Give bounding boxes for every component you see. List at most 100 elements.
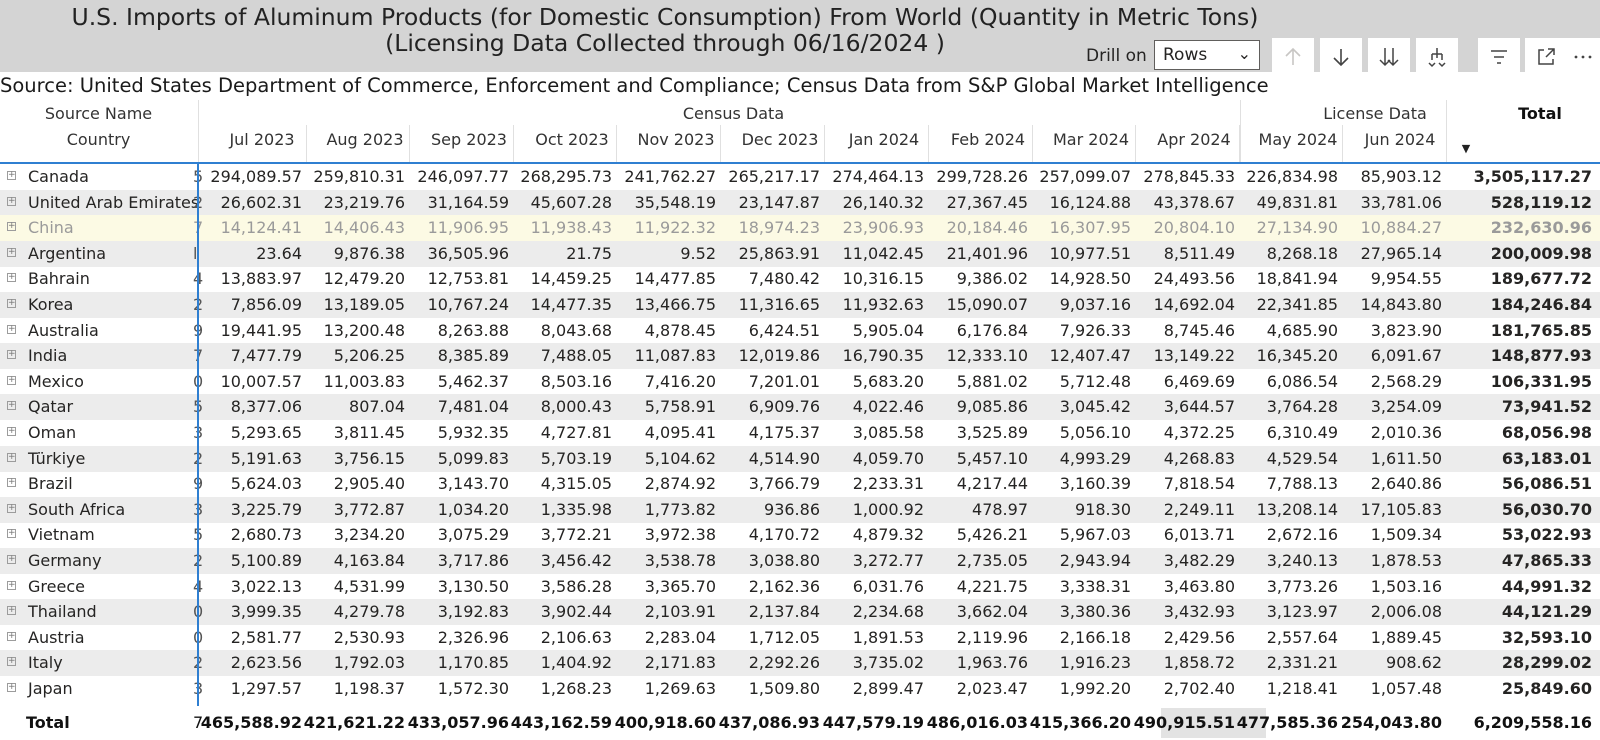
month-column-header[interactable]: Nov 2023 bbox=[637, 130, 715, 149]
value-cell[interactable]: 14,459.25 bbox=[530, 269, 612, 289]
column-total-cell[interactable]: 400,918.60 bbox=[614, 713, 716, 732]
value-cell[interactable]: 1,269.63 bbox=[644, 679, 716, 698]
value-cell[interactable]: 14,477.35 bbox=[530, 295, 612, 314]
value-cell[interactable]: 2,899.47 bbox=[852, 679, 924, 698]
expand-row-icon[interactable]: + bbox=[7, 426, 16, 436]
value-cell[interactable]: 6,086.54 bbox=[1266, 371, 1338, 391]
expand-row-icon[interactable]: + bbox=[7, 528, 16, 539]
value-cell[interactable]: 16,790.35 bbox=[842, 346, 924, 366]
value-cell[interactable]: 4,514.90 bbox=[748, 448, 820, 468]
value-cell[interactable]: 2,292.26 bbox=[748, 653, 820, 673]
row-total-cell[interactable]: 181,765.85 bbox=[1490, 320, 1592, 340]
value-cell[interactable]: 3,766.79 bbox=[748, 474, 820, 494]
value-cell[interactable]: 7,926.33 bbox=[1059, 320, 1131, 340]
value-cell[interactable]: 3,772.21 bbox=[540, 525, 612, 545]
value-cell[interactable]: 31,164.59 bbox=[427, 192, 509, 212]
value-cell[interactable]: 6,091.67 bbox=[1370, 346, 1442, 366]
drill-on-dropdown[interactable]: Rows ⌄ bbox=[1154, 40, 1260, 70]
value-cell[interactable]: 294,089.57 bbox=[210, 167, 302, 186]
value-cell[interactable]: 12,753.81 bbox=[427, 269, 509, 289]
row-total-cell[interactable]: 53,022.93 bbox=[1501, 525, 1592, 545]
value-cell[interactable]: 10,884.27 bbox=[1360, 218, 1442, 238]
expand-row-icon[interactable]: + bbox=[7, 451, 16, 462]
expand-row-icon[interactable]: + bbox=[7, 246, 16, 257]
value-cell[interactable]: 1,773.82 bbox=[644, 499, 716, 519]
go-to-next-level-button[interactable] bbox=[1368, 38, 1410, 76]
value-cell[interactable]: 9,085.86 bbox=[956, 397, 1028, 417]
value-cell[interactable]: 5,191.63 bbox=[230, 448, 302, 468]
month-column-header[interactable]: Mar 2024 bbox=[1053, 130, 1129, 149]
value-cell[interactable]: 5,967.03 bbox=[1059, 525, 1131, 545]
value-cell[interactable]: 23,219.76 bbox=[323, 192, 405, 212]
value-cell[interactable]: 2,568.29 bbox=[1370, 371, 1442, 391]
value-cell[interactable]: 1,297.57 bbox=[230, 679, 302, 698]
value-cell[interactable]: 1,891.53 bbox=[852, 627, 924, 647]
value-cell[interactable]: 27,965.14 bbox=[1360, 243, 1442, 263]
value-cell[interactable]: 3,823.90 bbox=[1370, 320, 1442, 340]
value-cell[interactable]: 22,341.85 bbox=[1256, 295, 1338, 314]
expand-row-icon[interactable]: + bbox=[7, 502, 16, 513]
value-cell[interactable]: 3,130.50 bbox=[437, 576, 509, 596]
value-cell[interactable]: 33,781.06 bbox=[1360, 192, 1442, 212]
value-cell[interactable]: 13,149.22 bbox=[1153, 346, 1235, 366]
row-total-cell[interactable]: 63,183.01 bbox=[1501, 448, 1592, 468]
expand-row-icon[interactable]: + bbox=[7, 605, 16, 616]
value-cell[interactable]: 7,480.42 bbox=[748, 269, 820, 289]
value-cell[interactable]: 11,932.63 bbox=[842, 295, 924, 314]
value-cell[interactable]: 2,233.31 bbox=[852, 474, 924, 494]
value-cell[interactable]: 2,581.77 bbox=[230, 627, 302, 647]
value-cell[interactable]: 13,466.75 bbox=[634, 295, 716, 314]
value-cell[interactable]: 2,623.56 bbox=[230, 653, 302, 673]
expand-row-icon[interactable]: + bbox=[7, 630, 16, 641]
row-total-cell[interactable]: 25,849.60 bbox=[1501, 679, 1592, 698]
value-cell[interactable]: 4,095.41 bbox=[644, 423, 716, 442]
expand-row-icon[interactable]: + bbox=[7, 298, 16, 308]
column-total-cell[interactable]: 465,588.92 bbox=[200, 713, 302, 732]
value-cell[interactable]: 807.04 bbox=[349, 397, 405, 417]
value-cell[interactable]: 257,099.07 bbox=[1039, 167, 1131, 186]
table-row[interactable]: +Japan31,297.571,198.371,572.301,268.231… bbox=[0, 676, 1600, 702]
value-cell[interactable]: 3,972.38 bbox=[644, 525, 716, 545]
value-cell[interactable]: 3,123.97 bbox=[1266, 602, 1338, 622]
value-cell[interactable]: 49,831.81 bbox=[1256, 192, 1338, 212]
value-cell[interactable]: 5,932.35 bbox=[437, 423, 509, 442]
value-cell[interactable]: 9,954.55 bbox=[1370, 269, 1442, 289]
value-cell[interactable]: 27,134.90 bbox=[1256, 218, 1338, 238]
value-cell[interactable]: 1,170.85 bbox=[437, 653, 509, 673]
column-total-cell[interactable]: 443,162.59 bbox=[510, 713, 612, 732]
table-row[interactable]: +Brazil95,624.032,905.403,143.704,315.05… bbox=[0, 471, 1600, 497]
value-cell[interactable]: 936.86 bbox=[764, 499, 820, 519]
value-cell[interactable]: 4,217.44 bbox=[956, 474, 1028, 494]
table-row[interactable]: +Greece43,022.134,531.993,130.503,586.28… bbox=[0, 574, 1600, 600]
table-row[interactable]: + Argentina l 23.64 9,876.38 36,505.96 21.75 9.… bbox=[0, 240, 1600, 267]
value-cell[interactable]: 7,477.79 bbox=[230, 346, 302, 366]
country-header[interactable]: Country bbox=[66, 130, 131, 149]
value-cell[interactable]: 11,906.95 bbox=[427, 218, 509, 238]
value-cell[interactable]: 2,331.21 bbox=[1266, 653, 1338, 673]
value-cell[interactable]: 1,000.92 bbox=[852, 499, 924, 519]
value-cell[interactable]: 5,712.48 bbox=[1059, 371, 1131, 391]
drill-up-button[interactable] bbox=[1272, 38, 1314, 76]
value-cell[interactable]: 26,140.32 bbox=[842, 192, 924, 212]
row-total-cell[interactable]: 47,865.33 bbox=[1501, 551, 1592, 570]
value-cell[interactable]: 16,307.95 bbox=[1049, 218, 1131, 238]
value-cell[interactable]: 23.64 bbox=[256, 243, 302, 263]
value-cell[interactable]: 3,075.29 bbox=[437, 525, 509, 545]
month-column-header[interactable]: Feb 2024 bbox=[950, 130, 1026, 149]
value-cell[interactable]: 3,085.58 bbox=[852, 423, 924, 442]
value-cell[interactable]: 9,037.16 bbox=[1059, 295, 1131, 314]
value-cell[interactable]: 5,099.83 bbox=[437, 448, 509, 468]
value-cell[interactable]: 4,279.78 bbox=[333, 602, 405, 622]
value-cell[interactable]: 3,772.87 bbox=[333, 499, 405, 519]
value-cell[interactable]: 13,200.48 bbox=[323, 320, 405, 340]
value-cell[interactable]: 6,424.51 bbox=[748, 320, 820, 340]
value-cell[interactable]: 10,977.51 bbox=[1049, 243, 1131, 263]
value-cell[interactable]: 265,217.17 bbox=[728, 167, 820, 186]
value-cell[interactable]: 5,462.37 bbox=[437, 371, 509, 391]
value-cell[interactable]: 14,477.85 bbox=[634, 269, 716, 289]
value-cell[interactable]: 3,338.31 bbox=[1059, 576, 1131, 596]
value-cell[interactable]: 12,407.47 bbox=[1049, 346, 1131, 366]
expand-row-icon[interactable]: + bbox=[7, 170, 16, 180]
value-cell[interactable]: 11,316.65 bbox=[738, 295, 820, 314]
drill-down-toggle-button[interactable] bbox=[1320, 38, 1362, 76]
